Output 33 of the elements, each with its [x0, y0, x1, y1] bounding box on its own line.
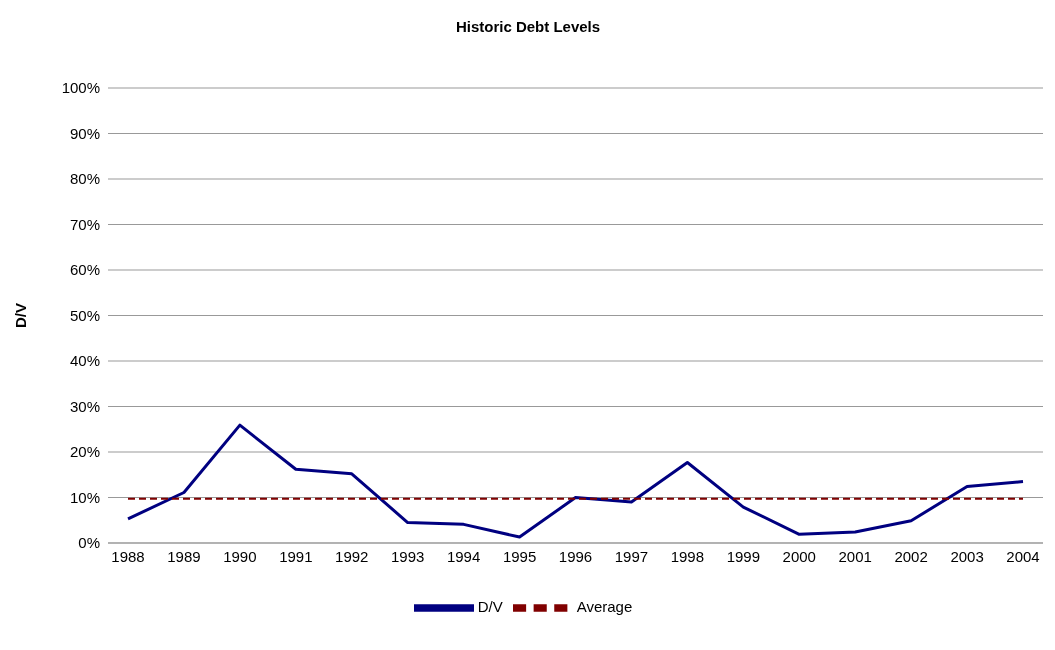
x-tick-label: 1990 — [223, 547, 257, 565]
line-series — [126, 423, 1025, 539]
y-tick-label: 10% — [69, 488, 100, 506]
y-tick-label: 0% — [78, 534, 100, 552]
y-axis-title: D/V — [12, 302, 30, 329]
x-tick-label: 2001 — [838, 547, 872, 565]
y-tick-label: 60% — [69, 261, 100, 279]
legend-label: Average — [576, 597, 633, 615]
x-tick-label: 1994 — [446, 547, 481, 565]
y-tick-label: 70% — [69, 215, 100, 233]
chart-title: Historic Debt Levels — [454, 17, 602, 37]
x-tick-label: 1988 — [111, 547, 145, 565]
y-tick-label: 30% — [69, 397, 100, 415]
x-tick-label: 2002 — [894, 547, 928, 565]
x-tick-label: 1993 — [391, 547, 425, 565]
legend-label: D/V — [477, 597, 503, 615]
y-tick-label: 90% — [69, 124, 100, 142]
x-tick-label: 2000 — [782, 547, 816, 565]
x-tick-label: 1989 — [167, 547, 201, 565]
x-tick-label: 1997 — [614, 547, 649, 565]
x-tick-label: 1996 — [558, 547, 593, 565]
x-tick-label: 1991 — [279, 547, 313, 565]
y-tick-label: 20% — [69, 443, 100, 461]
x-tick-label: 1998 — [670, 547, 705, 565]
y-tick-label: 50% — [69, 306, 100, 324]
x-tick-label: 1999 — [726, 547, 760, 565]
x-tick-label: 1995 — [502, 547, 537, 565]
y-tick-label: 80% — [69, 170, 100, 188]
x-tick-label: 2004 — [1006, 547, 1040, 565]
x-tick-label: 1992 — [335, 547, 369, 565]
x-tick-label: 2003 — [950, 547, 984, 565]
y-tick-label: 100% — [61, 79, 100, 97]
y-tick-label: 40% — [69, 352, 100, 370]
